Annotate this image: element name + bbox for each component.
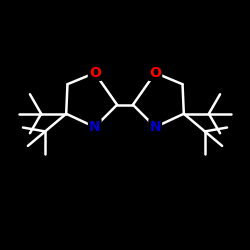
Text: O: O (89, 66, 101, 80)
Text: O: O (149, 66, 161, 80)
Text: N: N (89, 120, 101, 134)
Text: N: N (150, 120, 161, 134)
